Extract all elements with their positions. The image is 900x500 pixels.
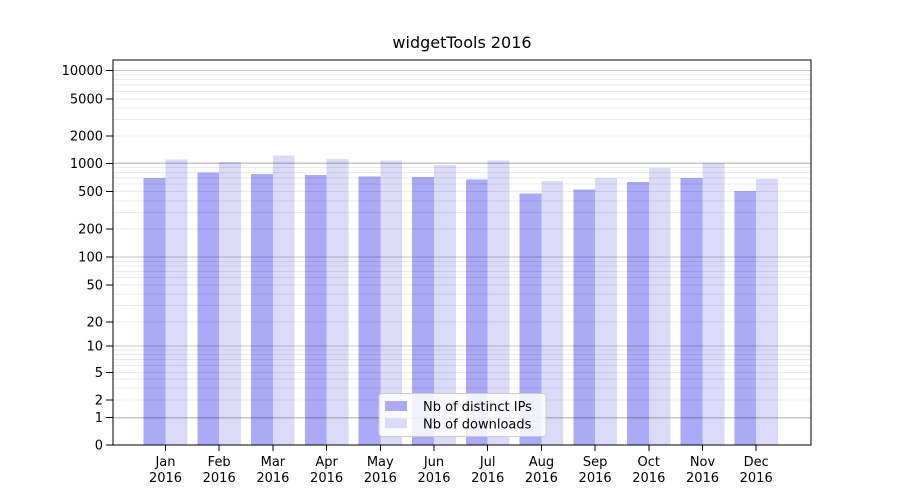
x-tick-label-year: 2016 bbox=[417, 471, 450, 486]
y-axis: 0 1 2 5 10 20 50 100 200 500 1000 2000 5000 10000 bbox=[62, 64, 113, 454]
x-tick-label-year: 2016 bbox=[686, 471, 719, 486]
y-tick-label: 1000 bbox=[70, 157, 103, 172]
bar-jul-downloads bbox=[487, 160, 510, 446]
x-tick-label-year: 2016 bbox=[471, 471, 504, 486]
bar-jun-downloads bbox=[434, 165, 456, 445]
bar-nov-distinct-ips bbox=[680, 177, 703, 445]
legend: Nb of distinct IPs Nb of downloads bbox=[378, 393, 547, 437]
x-tick-label-month: Jan bbox=[154, 455, 175, 470]
y-tick-label: 100 bbox=[78, 251, 103, 266]
x-tick-label-month: Aug bbox=[529, 455, 554, 470]
bar-oct-distinct-ips bbox=[627, 182, 649, 445]
x-tick-label-month: Oct bbox=[638, 455, 660, 470]
y-tick-label: 10000 bbox=[62, 64, 103, 79]
x-tick-label-month: Mar bbox=[261, 455, 286, 470]
x-tick-label-month: May bbox=[367, 455, 394, 470]
bar-sep-downloads bbox=[595, 177, 617, 445]
y-tick-label: 5000 bbox=[70, 93, 103, 108]
y-tick-label: 2000 bbox=[70, 130, 103, 145]
bar-may-distinct-ips bbox=[358, 176, 381, 445]
x-tick-label-month: Jul bbox=[479, 455, 496, 470]
x-tick-label-month: Nov bbox=[690, 455, 716, 470]
bars-layer bbox=[143, 155, 778, 446]
x-tick-label-year: 2016 bbox=[256, 471, 289, 486]
x-tick-label-month: Jun bbox=[423, 455, 444, 470]
y-tick-label: 0 bbox=[95, 439, 103, 454]
bar-sep-distinct-ips bbox=[573, 189, 596, 445]
legend-swatch-distinct-ips bbox=[385, 401, 407, 411]
bar-jan-downloads bbox=[165, 159, 188, 445]
bar-jan-distinct-ips bbox=[143, 177, 166, 445]
x-tick-label-year: 2016 bbox=[149, 471, 182, 486]
x-axis: Jan2016Feb2016Mar2016Apr2016May2016Jun20… bbox=[149, 445, 773, 486]
x-tick-label-year: 2016 bbox=[364, 471, 397, 486]
x-tick-label-year: 2016 bbox=[310, 471, 343, 486]
bar-jul-distinct-ips bbox=[465, 179, 488, 445]
bar-apr-distinct-ips bbox=[304, 174, 327, 446]
y-tick-label: 20 bbox=[86, 316, 103, 331]
y-tick-label: 10 bbox=[86, 340, 103, 355]
y-tick-label: 50 bbox=[86, 279, 103, 294]
y-tick-label: 500 bbox=[78, 185, 103, 200]
y-tick-label: 1 bbox=[95, 411, 103, 426]
bar-aug-downloads bbox=[541, 181, 564, 445]
bar-dec-distinct-ips bbox=[734, 190, 757, 445]
bar-jun-distinct-ips bbox=[412, 177, 434, 445]
x-tick-label-year: 2016 bbox=[203, 471, 236, 486]
bar-oct-downloads bbox=[648, 168, 671, 445]
bar-mar-distinct-ips bbox=[251, 174, 273, 445]
y-tick-label: 5 bbox=[95, 366, 103, 381]
legend-swatch-downloads bbox=[385, 418, 407, 429]
gridlines-layer bbox=[113, 69, 811, 419]
bar-dec-downloads bbox=[756, 179, 778, 445]
x-tick-label-month: Apr bbox=[315, 455, 338, 470]
y-tick-label: 2 bbox=[95, 394, 103, 409]
legend-label-downloads: Nb of downloads bbox=[423, 417, 532, 432]
bar-apr-downloads bbox=[326, 159, 349, 445]
y-tick-label: 200 bbox=[78, 223, 103, 238]
bar-mar-downloads bbox=[272, 155, 295, 445]
x-tick-label-year: 2016 bbox=[740, 471, 773, 486]
x-tick-label-month: Dec bbox=[744, 455, 769, 470]
bar-feb-downloads bbox=[219, 162, 241, 445]
bar-may-downloads bbox=[380, 160, 403, 446]
bar-feb-distinct-ips bbox=[197, 172, 220, 445]
x-tick-label-year: 2016 bbox=[632, 471, 665, 486]
bar-aug-distinct-ips bbox=[519, 193, 542, 445]
x-tick-label-month: Feb bbox=[208, 455, 231, 470]
x-tick-label-year: 2016 bbox=[525, 471, 558, 486]
x-tick-label-month: Sep bbox=[583, 455, 608, 470]
legend-box bbox=[378, 393, 547, 437]
x-tick-label-year: 2016 bbox=[579, 471, 612, 486]
axes-layer: 0 1 2 5 10 20 50 100 200 500 1000 2000 5000 10000 Jan… bbox=[62, 59, 812, 486]
chart-title: widgetTools 2016 bbox=[392, 33, 531, 52]
legend-label-distinct-ips: Nb of distinct IPs bbox=[423, 400, 532, 415]
bar-nov-downloads bbox=[702, 162, 725, 445]
plot-border bbox=[112, 59, 812, 446]
